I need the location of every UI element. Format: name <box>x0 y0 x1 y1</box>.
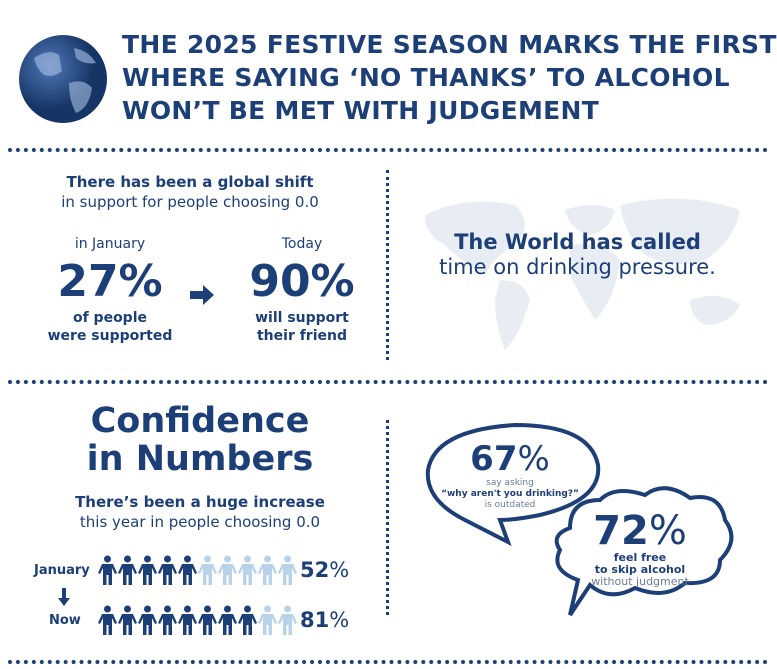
title-line: WHERE SAYING ‘NO THANKS’ TO ALCOHOL <box>122 63 730 92</box>
confidence-title-line: in Numbers <box>86 439 314 479</box>
bubble-72: 72% feel free to skip alcohol without ju… <box>570 510 710 588</box>
people-row-january <box>98 555 297 585</box>
january-value: 27% <box>57 256 163 307</box>
person-icon <box>218 605 237 635</box>
person-icon <box>278 605 297 635</box>
divider <box>386 170 389 360</box>
confidence-title-line: Confidence <box>90 401 310 441</box>
bubble-text: feel free <box>613 551 667 564</box>
january-stat: in January 27% of people were supported <box>20 236 200 345</box>
bubble-text: to skip alcohol <box>594 563 686 576</box>
person-icon <box>158 555 177 585</box>
person-icon <box>258 555 277 585</box>
globe-icon <box>19 35 107 123</box>
today-stat: Today 90% will support their friend <box>212 236 392 345</box>
people-row-now <box>98 605 297 635</box>
bubble-text: “why aren't you drinking?” <box>441 489 579 499</box>
person-icon <box>158 605 177 635</box>
person-icon <box>178 555 197 585</box>
speech-bubble-icon <box>425 422 734 617</box>
bubble-text: without judgment <box>591 575 689 588</box>
person-icon <box>178 605 197 635</box>
row-label-now: Now <box>49 613 81 628</box>
today-caption: their friend <box>256 328 347 344</box>
person-icon <box>138 555 157 585</box>
person-icon <box>238 605 257 635</box>
person-icon <box>238 555 257 585</box>
arrow-right-icon <box>190 285 214 305</box>
confidence-subtitle: There’s been a huge increase this year i… <box>30 492 370 532</box>
divider <box>386 420 389 615</box>
world-map-icon <box>425 198 740 350</box>
title-line: WON’T BE MET WITH JUDGEMENT <box>122 96 600 125</box>
january-caption: of people <box>72 310 148 326</box>
shift-line2: in support for people choosing 0.0 <box>61 193 319 211</box>
arrow-down-icon <box>58 588 70 606</box>
person-icon <box>198 555 217 585</box>
person-icon <box>118 605 137 635</box>
bubble-72-value: 72 <box>593 508 649 554</box>
page-title: THE 2025 FESTIVE SEASON MARKS THE FIRST … <box>122 28 777 127</box>
january-percent: 52% <box>300 558 350 582</box>
today-label: Today <box>281 236 323 252</box>
confidence-title: Confidence in Numbers <box>40 402 360 478</box>
today-value: 90% <box>249 256 355 307</box>
world-line1: The World has called <box>454 230 701 254</box>
world-line2: time on drinking pressure. <box>439 255 716 279</box>
january-caption: were supported <box>47 328 173 344</box>
now-percent: 81% <box>300 608 350 632</box>
confidence-sub: this year in people choosing 0.0 <box>79 513 321 531</box>
divider <box>8 660 768 664</box>
divider <box>8 380 768 384</box>
person-icon <box>278 555 297 585</box>
person-icon <box>258 605 277 635</box>
row-label-january: January <box>34 563 90 578</box>
shift-heading: There has been a global shift in support… <box>20 172 360 212</box>
bubble-text: say asking <box>486 478 534 488</box>
bubble-67-value: 67 <box>470 439 518 479</box>
confidence-sub: There’s been a huge increase <box>75 493 325 511</box>
shift-line1: There has been a global shift <box>66 173 314 191</box>
person-icon <box>218 555 237 585</box>
bubble-text: is outdated <box>484 500 536 510</box>
person-icon <box>98 605 117 635</box>
person-icon <box>98 555 117 585</box>
person-icon <box>198 605 217 635</box>
today-caption: will support <box>255 310 349 326</box>
world-statement: The World has called time on drinking pr… <box>400 230 755 280</box>
person-icon <box>118 555 137 585</box>
title-line: THE 2025 FESTIVE SEASON MARKS THE FIRST <box>122 30 777 59</box>
person-icon <box>138 605 157 635</box>
january-label: in January <box>74 236 146 252</box>
bubble-67: 67% say asking “why aren't you drinking?… <box>435 440 585 511</box>
divider <box>8 148 768 152</box>
